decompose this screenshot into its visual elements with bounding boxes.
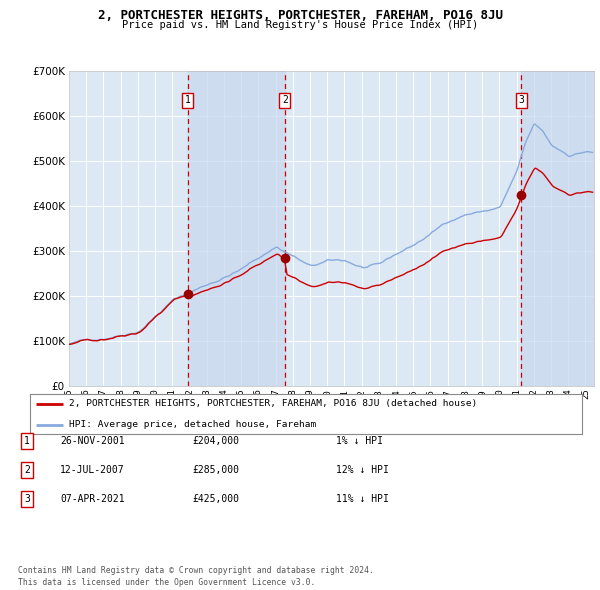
Text: 1% ↓ HPI: 1% ↓ HPI <box>336 437 383 446</box>
Text: 11% ↓ HPI: 11% ↓ HPI <box>336 494 389 504</box>
Text: 3: 3 <box>24 494 30 504</box>
Text: 12-JUL-2007: 12-JUL-2007 <box>60 466 125 475</box>
Text: 2, PORTCHESTER HEIGHTS, PORTCHESTER, FAREHAM, PO16 8JU (detached house): 2, PORTCHESTER HEIGHTS, PORTCHESTER, FAR… <box>68 399 477 408</box>
Text: £425,000: £425,000 <box>192 494 239 504</box>
Text: 3: 3 <box>518 95 524 105</box>
Text: 2, PORTCHESTER HEIGHTS, PORTCHESTER, FAREHAM, PO16 8JU: 2, PORTCHESTER HEIGHTS, PORTCHESTER, FAR… <box>97 9 503 22</box>
Text: £204,000: £204,000 <box>192 437 239 446</box>
Text: 12% ↓ HPI: 12% ↓ HPI <box>336 466 389 475</box>
Text: 2: 2 <box>24 466 30 475</box>
Text: Contains HM Land Registry data © Crown copyright and database right 2024.
This d: Contains HM Land Registry data © Crown c… <box>18 566 374 587</box>
Text: Price paid vs. HM Land Registry's House Price Index (HPI): Price paid vs. HM Land Registry's House … <box>122 20 478 30</box>
Text: 26-NOV-2001: 26-NOV-2001 <box>60 437 125 446</box>
Text: 2: 2 <box>282 95 288 105</box>
Text: 1: 1 <box>185 95 191 105</box>
Text: £285,000: £285,000 <box>192 466 239 475</box>
Text: HPI: Average price, detached house, Fareham: HPI: Average price, detached house, Fare… <box>68 420 316 430</box>
Text: 07-APR-2021: 07-APR-2021 <box>60 494 125 504</box>
Text: 1: 1 <box>24 437 30 446</box>
Bar <box>188 71 285 386</box>
Bar <box>521 71 594 386</box>
